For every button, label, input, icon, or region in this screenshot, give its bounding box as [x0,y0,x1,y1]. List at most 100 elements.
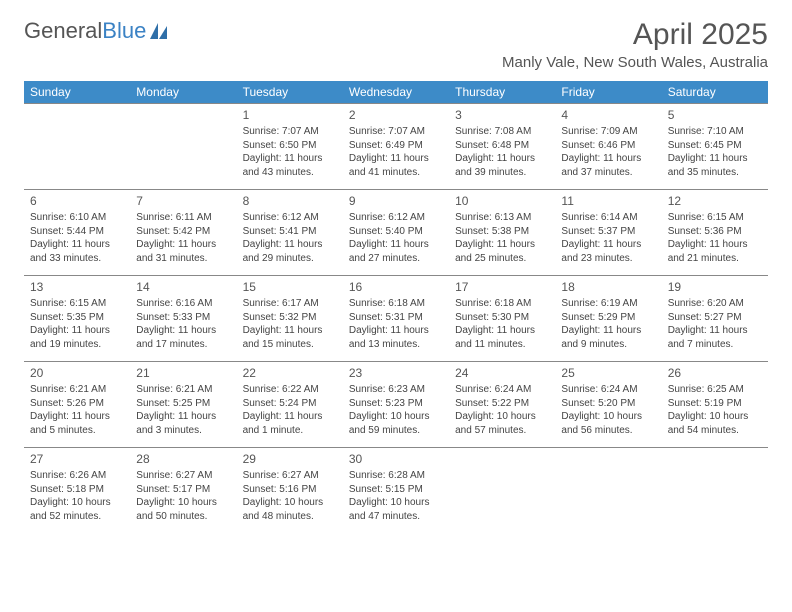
calendar-table: SundayMondayTuesdayWednesdayThursdayFrid… [24,81,768,534]
calendar-day-cell: 2Sunrise: 7:07 AMSunset: 6:49 PMDaylight… [343,104,449,190]
day-number: 5 [668,107,762,123]
sunset-text: Sunset: 5:29 PM [561,311,655,325]
day-number: 18 [561,279,655,295]
sunset-text: Sunset: 5:33 PM [136,311,230,325]
day-number: 21 [136,365,230,381]
day-number: 17 [455,279,549,295]
sunrise-text: Sunrise: 7:07 AM [243,125,337,139]
sunset-text: Sunset: 5:44 PM [30,225,124,239]
daylight-text: Daylight: 11 hours and 17 minutes. [136,324,230,351]
day-number: 28 [136,451,230,467]
sunset-text: Sunset: 5:41 PM [243,225,337,239]
location-subtitle: Manly Vale, New South Wales, Australia [502,54,768,71]
brand-part2: Blue [102,18,146,43]
sunrise-text: Sunrise: 6:19 AM [561,297,655,311]
sunrise-text: Sunrise: 7:07 AM [349,125,443,139]
sunset-text: Sunset: 5:20 PM [561,397,655,411]
sail-icon [150,23,170,39]
daylight-text: Daylight: 11 hours and 31 minutes. [136,238,230,265]
day-number: 24 [455,365,549,381]
calendar-day-cell: 20Sunrise: 6:21 AMSunset: 5:26 PMDayligh… [24,362,130,448]
daylight-text: Daylight: 10 hours and 48 minutes. [243,496,337,523]
day-header-row: SundayMondayTuesdayWednesdayThursdayFrid… [24,81,768,104]
month-title: April 2025 [502,18,768,52]
calendar-day-cell: 17Sunrise: 6:18 AMSunset: 5:30 PMDayligh… [449,276,555,362]
calendar-day-cell: 15Sunrise: 6:17 AMSunset: 5:32 PMDayligh… [237,276,343,362]
calendar-week-row: 13Sunrise: 6:15 AMSunset: 5:35 PMDayligh… [24,276,768,362]
daylight-text: Daylight: 10 hours and 59 minutes. [349,410,443,437]
sunrise-text: Sunrise: 6:27 AM [136,469,230,483]
sunset-text: Sunset: 5:42 PM [136,225,230,239]
sunset-text: Sunset: 5:15 PM [349,483,443,497]
calendar-day-cell: 21Sunrise: 6:21 AMSunset: 5:25 PMDayligh… [130,362,236,448]
calendar-week-row: 1Sunrise: 7:07 AMSunset: 6:50 PMDaylight… [24,104,768,190]
day-number: 14 [136,279,230,295]
day-number: 25 [561,365,655,381]
calendar-day-cell: 23Sunrise: 6:23 AMSunset: 5:23 PMDayligh… [343,362,449,448]
sunset-text: Sunset: 5:24 PM [243,397,337,411]
day-number: 13 [30,279,124,295]
daylight-text: Daylight: 11 hours and 19 minutes. [30,324,124,351]
sunset-text: Sunset: 6:46 PM [561,139,655,153]
day-number: 15 [243,279,337,295]
calendar-day-cell: 6 Sunrise: 6:10 AMSunset: 5:44 PMDaylight… [24,190,130,276]
sunset-text: Sunset: 5:27 PM [668,311,762,325]
day-header: Sunday [24,81,130,104]
brand-text: GeneralBlue [24,18,146,44]
sunrise-text: Sunrise: 6:15 AM [668,211,762,225]
sunset-text: Sunset: 6:50 PM [243,139,337,153]
daylight-text: Daylight: 11 hours and 9 minutes. [561,324,655,351]
sunrise-text: Sunrise: 6:21 AM [30,383,124,397]
sunset-text: Sunset: 5:26 PM [30,397,124,411]
sunset-text: Sunset: 5:31 PM [349,311,443,325]
sunset-text: Sunset: 6:45 PM [668,139,762,153]
calendar-day-cell: 11Sunrise: 6:14 AMSunset: 5:37 PMDayligh… [555,190,661,276]
sunset-text: Sunset: 5:23 PM [349,397,443,411]
day-number: 27 [30,451,124,467]
calendar-day-cell: 28Sunrise: 6:27 AMSunset: 5:17 PMDayligh… [130,448,236,534]
calendar-day-cell: 22Sunrise: 6:22 AMSunset: 5:24 PMDayligh… [237,362,343,448]
day-number: 9 [349,193,443,209]
daylight-text: Daylight: 11 hours and 11 minutes. [455,324,549,351]
sunset-text: Sunset: 5:22 PM [455,397,549,411]
sunset-text: Sunset: 6:49 PM [349,139,443,153]
sunrise-text: Sunrise: 6:11 AM [136,211,230,225]
daylight-text: Daylight: 11 hours and 29 minutes. [243,238,337,265]
daylight-text: Daylight: 11 hours and 5 minutes. [30,410,124,437]
sunset-text: Sunset: 5:36 PM [668,225,762,239]
calendar-day-cell: 27Sunrise: 6:26 AMSunset: 5:18 PMDayligh… [24,448,130,534]
sunset-text: Sunset: 5:37 PM [561,225,655,239]
sunrise-text: Sunrise: 6:28 AM [349,469,443,483]
daylight-text: Daylight: 11 hours and 27 minutes. [349,238,443,265]
daylight-text: Daylight: 11 hours and 25 minutes. [455,238,549,265]
sunrise-text: Sunrise: 6:12 AM [243,211,337,225]
day-header: Tuesday [237,81,343,104]
day-number: 6 [30,193,124,209]
sunrise-text: Sunrise: 6:10 AM [30,211,124,225]
sunrise-text: Sunrise: 7:10 AM [668,125,762,139]
day-number: 30 [349,451,443,467]
calendar-day-cell: 13Sunrise: 6:15 AMSunset: 5:35 PMDayligh… [24,276,130,362]
daylight-text: Daylight: 10 hours and 54 minutes. [668,410,762,437]
calendar-day-cell: 10Sunrise: 6:13 AMSunset: 5:38 PMDayligh… [449,190,555,276]
day-header: Friday [555,81,661,104]
daylight-text: Daylight: 10 hours and 50 minutes. [136,496,230,523]
sunrise-text: Sunrise: 7:09 AM [561,125,655,139]
sunrise-text: Sunrise: 6:14 AM [561,211,655,225]
sunset-text: Sunset: 5:35 PM [30,311,124,325]
sunset-text: Sunset: 5:30 PM [455,311,549,325]
calendar-day-cell: 1Sunrise: 7:07 AMSunset: 6:50 PMDaylight… [237,104,343,190]
daylight-text: Daylight: 10 hours and 47 minutes. [349,496,443,523]
sunrise-text: Sunrise: 6:12 AM [349,211,443,225]
daylight-text: Daylight: 11 hours and 33 minutes. [30,238,124,265]
daylight-text: Daylight: 11 hours and 15 minutes. [243,324,337,351]
sunset-text: Sunset: 5:16 PM [243,483,337,497]
sunrise-text: Sunrise: 6:17 AM [243,297,337,311]
sunset-text: Sunset: 5:25 PM [136,397,230,411]
calendar-week-row: 27Sunrise: 6:26 AMSunset: 5:18 PMDayligh… [24,448,768,534]
day-number: 19 [668,279,762,295]
daylight-text: Daylight: 11 hours and 1 minute. [243,410,337,437]
calendar-day-cell: 16Sunrise: 6:18 AMSunset: 5:31 PMDayligh… [343,276,449,362]
calendar-week-row: 20Sunrise: 6:21 AMSunset: 5:26 PMDayligh… [24,362,768,448]
sunrise-text: Sunrise: 6:22 AM [243,383,337,397]
